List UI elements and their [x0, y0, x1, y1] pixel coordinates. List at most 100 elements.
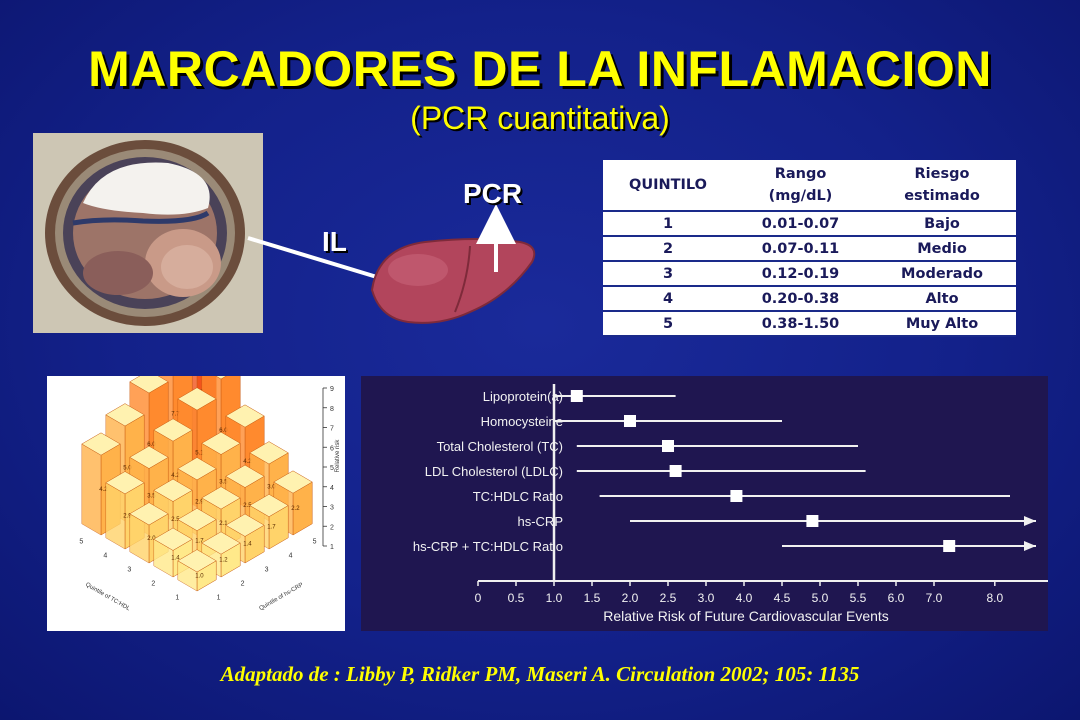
bar-value-label: 3.5 [219, 480, 228, 486]
z-axis-label: Relative risk [335, 439, 341, 473]
table-cell: 5 [603, 311, 733, 337]
bar-value-label: 5.0 [123, 465, 132, 471]
point-estimate [624, 415, 636, 427]
x-axis-label: Relative Risk of Future Cardiovascular E… [603, 608, 889, 624]
pcr-label: PCR [463, 178, 523, 209]
forest-row-label: Homocysteine [481, 414, 563, 429]
slide-title: MARCADORES DE LA INFLAMACION [88, 41, 992, 97]
point-estimate [730, 490, 743, 502]
forest-row: TC:HDLC Ratio [473, 489, 1010, 504]
x-tick-label: 0 [475, 591, 482, 605]
point-estimate [943, 540, 956, 552]
bar-side [81, 443, 102, 536]
slide-subtitle: (PCR cuantitativa) [410, 100, 670, 136]
x-tick-label: 0.5 [508, 591, 525, 605]
bar-value-label: 4.2 [171, 473, 180, 479]
ci-arrow [1024, 516, 1036, 526]
z-tick-label: 9 [330, 386, 334, 393]
table-cell: Muy Alto [868, 311, 1016, 337]
bar-value-label: 2.9 [123, 513, 132, 519]
x-tick-label: 2.5 [660, 591, 677, 605]
bar-value-label: 1.7 [195, 539, 204, 545]
x-tick-label: 3 [265, 566, 269, 573]
header-riesgo-line1: Riesgo [914, 166, 970, 182]
table-cell: 2 [603, 236, 733, 262]
x-tick-label: 2 [241, 580, 245, 587]
table-cell: 0.12-0.19 [733, 261, 868, 287]
bar-side [105, 482, 126, 550]
bar-value-label: 1.4 [243, 542, 252, 548]
bar-top [201, 486, 241, 510]
table-cell: 3 [603, 261, 733, 287]
table-cell: 0.20-0.38 [733, 286, 868, 312]
artery-cross-section-image [33, 133, 263, 333]
bar-top [81, 432, 121, 456]
bar-top [249, 441, 289, 465]
y-tick-label: 4 [103, 552, 107, 559]
y-tick-label: 1 [175, 594, 179, 601]
bar-value-label: 1.4 [171, 556, 180, 562]
bar-top [105, 403, 145, 427]
forest-row-label: Lipoprotein(a) [483, 389, 563, 404]
relative-risk-3d-bar-chart: 8.57.76.06.05.14.25.04.23.53.04.23.52.92… [47, 294, 345, 631]
bar-value-label: 3.0 [267, 484, 276, 490]
point-estimate [806, 515, 819, 527]
bar-value-label: 5.1 [195, 450, 204, 456]
point-estimate [570, 390, 583, 402]
citation: Adaptado de : Libby P, Ridker PM, Maseri… [220, 662, 860, 686]
bar-top [129, 445, 169, 469]
point-estimate [662, 440, 674, 452]
table-row: 3 0.12-0.19 Moderado [603, 261, 1016, 287]
forest-row: hs-CRP + TC:HDLC Ratio [413, 539, 1036, 554]
z-tick-label: 4 [330, 485, 334, 492]
bar-value-label: 3.5 [147, 494, 156, 500]
bar-value-label: 2.1 [219, 521, 228, 527]
y-tick-label: 2 [151, 580, 155, 587]
table-cell: 0.07-0.11 [733, 236, 868, 262]
forest-row-label: TC:HDLC Ratio [473, 489, 563, 504]
table-header-row: QUINTILO Rango (mg/dL) Riesgo estimado [603, 160, 1016, 212]
x-tick-label: 4.0 [736, 591, 753, 605]
bar-value-label: 4.2 [243, 459, 252, 465]
x-tick-label: 4 [289, 552, 293, 559]
bar-value-label: 6.0 [219, 428, 228, 434]
bar-top [177, 457, 217, 481]
bar-value-label: 1.7 [267, 525, 276, 531]
bar-value-label: 7.7 [171, 412, 180, 418]
z-tick-label: 7 [330, 426, 334, 433]
header-riesgo-line2: estimado [904, 188, 980, 204]
table-row: 2 0.07-0.11 Medio [603, 236, 1016, 262]
forest-row-label: hs-CRP + TC:HDLC Ratio [413, 539, 563, 554]
bar-value-label: 6.0 [147, 442, 156, 448]
bar-top [249, 494, 289, 517]
bar-top [225, 464, 265, 488]
bar-top [177, 549, 217, 573]
bar-top [177, 508, 217, 531]
forest-row: Homocysteine [481, 414, 782, 429]
header-rango-line1: Rango [774, 166, 827, 182]
bar-value-label: 2.0 [147, 536, 156, 542]
forest-row: Total Cholesterol (TC) [437, 439, 858, 454]
table-row: 4 0.20-0.38 Alto [603, 286, 1016, 312]
table-cell: Alto [868, 286, 1016, 312]
table-cell: 1 [603, 211, 733, 237]
z-tick-label: 6 [330, 445, 334, 452]
x-tick-label: 1 [217, 594, 221, 601]
y-axis-label: Quintile of TC:HDL [84, 582, 131, 613]
bar-top [201, 531, 241, 555]
il-label: IL [322, 226, 347, 257]
header-riesgo: Riesgo estimado [868, 160, 1016, 212]
forest-row: Lipoprotein(a) [483, 389, 676, 404]
x-tick-label: 2.0 [622, 591, 639, 605]
x-tick-label: 1.0 [546, 591, 563, 605]
x-tick-label: 6.0 [888, 591, 905, 605]
bar-value-label: 2.2 [291, 506, 300, 512]
bar-top [153, 527, 193, 551]
x-tick-label: 3.0 [698, 591, 715, 605]
z-tick-label: 5 [330, 465, 334, 472]
ci-arrow [1024, 541, 1036, 551]
bar-top [225, 513, 265, 537]
forest-row: hs-CRP [517, 514, 1036, 529]
z-tick-label: 8 [330, 406, 334, 413]
bar-value-label: 2.9 [195, 499, 204, 505]
